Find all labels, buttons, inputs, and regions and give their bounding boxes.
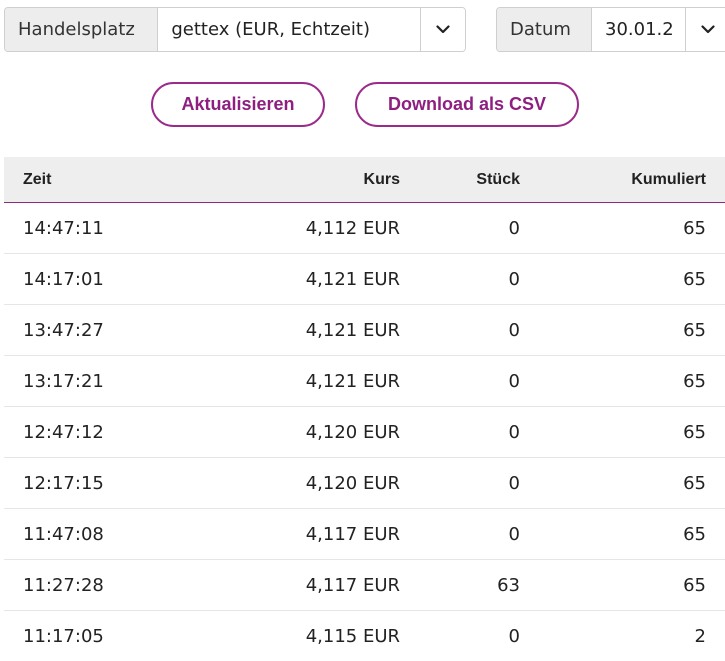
cell-quantity: 0 — [508, 472, 520, 494]
market-dropdown-button[interactable] — [420, 8, 465, 51]
table-row: 11:27:28 4,117 EUR 63 65 — [4, 560, 725, 611]
download-csv-button[interactable]: Download als CSV — [355, 82, 579, 127]
date-selector[interactable]: Datum 30.01.2 — [496, 7, 725, 52]
table-row: 12:17:15 4,120 EUR 0 65 — [4, 458, 725, 509]
cell-price: 4,120 EUR — [305, 472, 400, 494]
cell-quantity: 63 — [497, 574, 520, 596]
cell-quantity: 0 — [508, 217, 520, 239]
cell-time: 11:47:08 — [23, 523, 104, 545]
date-selector-value[interactable]: 30.01.2 — [605, 19, 674, 40]
cell-price: 4,120 EUR — [305, 421, 400, 443]
column-header-quantity[interactable]: Stück — [476, 170, 520, 188]
cell-cumulative: 65 — [683, 523, 706, 545]
cell-time: 12:17:15 — [23, 472, 104, 494]
cell-cumulative: 65 — [683, 268, 706, 290]
cell-price: 4,112 EUR — [305, 217, 400, 239]
cell-quantity: 0 — [508, 625, 520, 647]
table-header: Zeit Kurs Stück Kumuliert — [4, 157, 725, 203]
trades-table: Zeit Kurs Stück Kumuliert 14:47:11 4,112 … — [4, 157, 725, 661]
market-selector[interactable]: Handelsplatz gettex (EUR, Echtzeit) — [4, 7, 466, 52]
table-row: 12:47:12 4,120 EUR 0 65 — [4, 407, 725, 458]
cell-cumulative: 65 — [683, 370, 706, 392]
chevron-down-icon — [436, 25, 450, 34]
column-header-cumulative[interactable]: Kumuliert — [631, 170, 706, 188]
market-selector-label: Handelsplatz — [5, 8, 159, 51]
cell-price: 4,115 EUR — [305, 625, 400, 647]
cell-time: 11:17:05 — [23, 625, 104, 647]
column-header-price[interactable]: Kurs — [363, 170, 400, 188]
cell-quantity: 0 — [508, 523, 520, 545]
cell-quantity: 0 — [508, 370, 520, 392]
cell-time: 13:47:27 — [23, 319, 104, 341]
table-body: 14:47:11 4,112 EUR 0 65 14:17:01 4,121 EUR 0 65… — [4, 203, 725, 661]
cell-quantity: 0 — [508, 319, 520, 341]
column-header-time[interactable]: Zeit — [23, 170, 52, 188]
cell-cumulative: 65 — [683, 574, 706, 596]
cell-cumulative: 2 — [694, 625, 706, 647]
refresh-button[interactable]: Aktualisieren — [151, 82, 325, 127]
cell-cumulative: 65 — [683, 217, 706, 239]
table-row: 11:47:08 4,117 EUR 0 65 — [4, 509, 725, 560]
table-row: 11:17:05 4,115 EUR 0 2 — [4, 611, 725, 661]
table-row: 14:47:11 4,112 EUR 0 65 — [4, 203, 725, 254]
table-row: 13:17:21 4,121 EUR 0 65 — [4, 356, 725, 407]
cell-time: 14:17:01 — [23, 268, 104, 290]
market-selector-value[interactable]: gettex (EUR, Echtzeit) — [171, 19, 370, 40]
cell-time: 11:27:28 — [23, 574, 104, 596]
cell-price: 4,121 EUR — [305, 268, 400, 290]
cell-price: 4,117 EUR — [305, 574, 400, 596]
cell-cumulative: 65 — [683, 319, 706, 341]
cell-quantity: 0 — [508, 268, 520, 290]
cell-price: 4,117 EUR — [305, 523, 400, 545]
table-row: 13:47:27 4,121 EUR 0 65 — [4, 305, 725, 356]
date-selector-label: Datum — [497, 8, 592, 51]
cell-time: 12:47:12 — [23, 421, 104, 443]
cell-time: 13:17:21 — [23, 370, 104, 392]
date-dropdown-button[interactable] — [685, 8, 725, 51]
cell-time: 14:47:11 — [23, 217, 104, 239]
cell-cumulative: 65 — [683, 421, 706, 443]
chevron-down-icon — [701, 25, 715, 34]
cell-price: 4,121 EUR — [305, 319, 400, 341]
cell-price: 4,121 EUR — [305, 370, 400, 392]
table-row: 14:17:01 4,121 EUR 0 65 — [4, 254, 725, 305]
cell-cumulative: 65 — [683, 472, 706, 494]
cell-quantity: 0 — [508, 421, 520, 443]
